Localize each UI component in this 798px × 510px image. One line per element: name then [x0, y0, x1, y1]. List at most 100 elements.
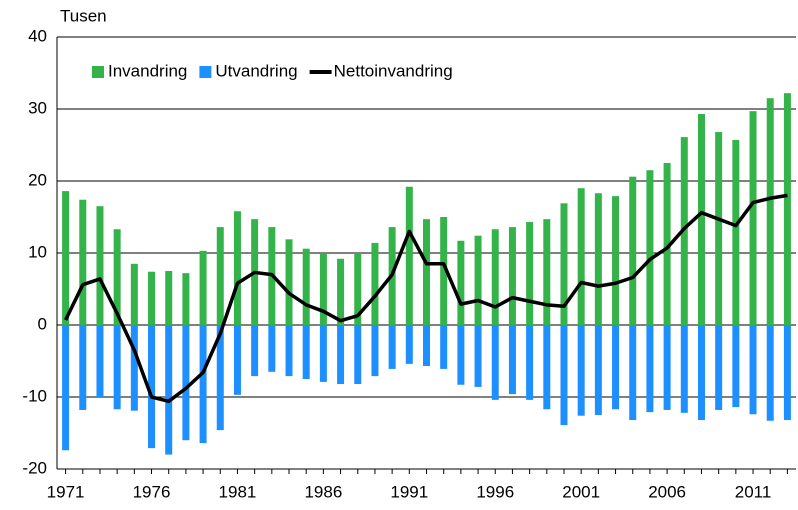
bar	[113, 325, 121, 410]
bar	[354, 253, 362, 325]
bar	[62, 191, 70, 325]
bar	[697, 114, 705, 325]
legend-label: Utvandring	[215, 61, 297, 80]
bar	[646, 325, 654, 413]
bar	[646, 170, 654, 325]
bar	[233, 325, 241, 395]
x-tick-label: 1991	[390, 482, 428, 501]
x-tick-label: 1986	[304, 482, 342, 501]
bar	[388, 325, 396, 369]
y-tick-label: -20	[22, 458, 47, 477]
bar	[199, 325, 207, 444]
bar	[440, 217, 448, 325]
bar	[182, 325, 190, 441]
bar	[96, 206, 104, 325]
bar	[165, 325, 173, 455]
bar	[474, 325, 482, 387]
bar	[783, 325, 791, 421]
y-tick-label: 0	[38, 314, 47, 333]
bar	[337, 325, 345, 385]
bar	[130, 263, 138, 325]
bar	[319, 253, 327, 325]
bar	[148, 325, 156, 449]
bar	[594, 325, 602, 415]
bar	[543, 219, 551, 325]
y-tick-label: 30	[28, 98, 47, 117]
y-tick-label: 40	[28, 26, 47, 45]
bar	[423, 325, 430, 367]
bar	[233, 211, 241, 325]
bar	[594, 193, 602, 325]
bar	[285, 239, 293, 325]
x-tick-label: 1971	[47, 482, 85, 501]
bar	[732, 325, 740, 408]
bar	[423, 219, 430, 325]
bar	[491, 229, 499, 325]
bar	[148, 271, 156, 325]
bar	[663, 163, 671, 325]
bar	[319, 325, 327, 382]
bar	[732, 139, 740, 325]
bar	[715, 325, 723, 410]
bar	[783, 93, 791, 325]
bar	[130, 325, 138, 411]
bar	[405, 186, 413, 325]
x-tick-label: 2001	[562, 482, 600, 501]
bar	[79, 199, 87, 325]
bar	[577, 188, 585, 325]
y-axis-label: Tusen	[60, 6, 107, 25]
bar	[182, 273, 190, 325]
x-tick-label: 2006	[648, 482, 686, 501]
bar	[302, 248, 310, 325]
bar	[199, 250, 207, 325]
x-tick-label: 1976	[133, 482, 171, 501]
bar	[766, 325, 774, 421]
bar	[715, 132, 723, 325]
bar	[216, 325, 224, 431]
x-tick-label: 2011	[735, 482, 772, 501]
bar	[508, 325, 516, 395]
x-tick-label: 1981	[219, 482, 257, 501]
bar	[371, 242, 379, 325]
bar	[526, 222, 534, 325]
bar	[371, 325, 379, 377]
bar	[560, 203, 568, 325]
bar	[577, 325, 585, 416]
bar	[508, 227, 516, 325]
bar	[457, 240, 465, 325]
bar	[285, 325, 293, 377]
bar	[79, 325, 87, 410]
legend-swatch	[92, 66, 104, 78]
legend-label: Nettoinvandring	[334, 61, 453, 80]
bar	[96, 325, 104, 397]
bar	[766, 98, 774, 325]
bar	[405, 325, 413, 364]
y-tick-label: 10	[28, 242, 47, 261]
bar	[113, 229, 121, 325]
y-tick-label: -10	[22, 386, 47, 405]
bar	[165, 271, 173, 325]
bar	[354, 325, 362, 385]
y-tick-label: 20	[28, 170, 47, 189]
x-tick-label: 1996	[476, 482, 514, 501]
bar	[251, 325, 259, 377]
bar	[526, 325, 534, 400]
bar	[216, 227, 224, 325]
bar	[749, 111, 757, 325]
bar	[629, 325, 637, 421]
bar	[268, 325, 276, 372]
bar	[663, 325, 671, 410]
bar	[612, 325, 620, 410]
bar	[457, 325, 465, 385]
bar	[302, 325, 310, 379]
bar	[680, 325, 688, 413]
bar	[629, 176, 637, 325]
bar	[697, 325, 705, 421]
bar	[474, 235, 482, 325]
bar	[749, 325, 757, 415]
line	[64, 193, 788, 404]
bar	[612, 196, 620, 325]
bar	[62, 325, 70, 451]
bar	[560, 325, 568, 426]
